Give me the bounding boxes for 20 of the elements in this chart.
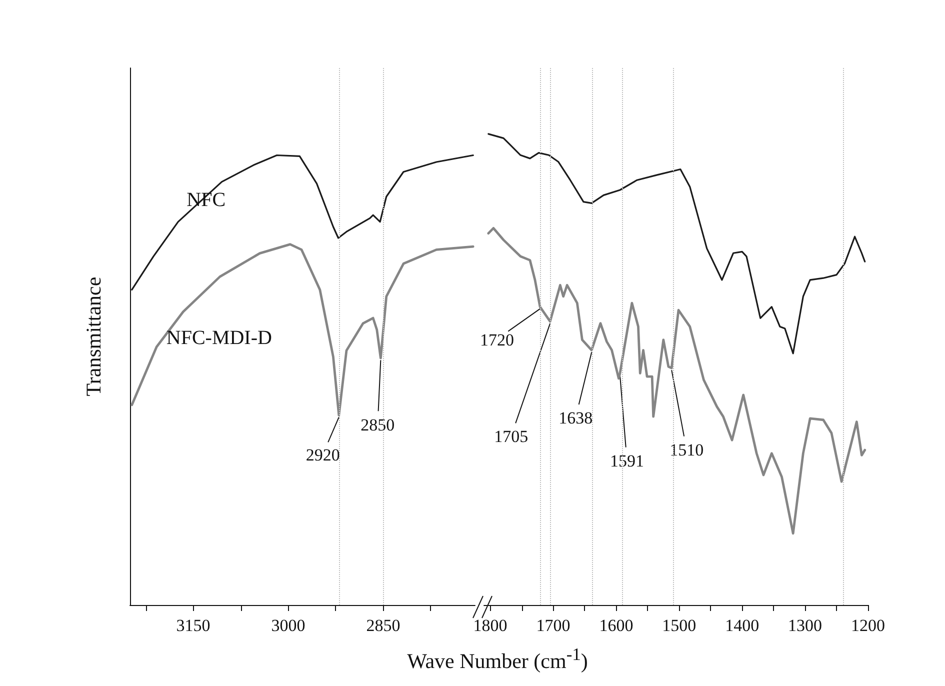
x-tick-label: 1800 — [473, 616, 508, 635]
annotation: 1510 — [670, 440, 704, 460]
series-label: NFC-MDI-D — [166, 326, 272, 349]
x-axis-title: Wave Number (cm$^{-1}$) — [406, 644, 589, 674]
annotation: 2850 — [360, 416, 395, 435]
x-tick-label: 2850 — [366, 616, 400, 635]
x-tick-label: 1400 — [725, 616, 760, 635]
x-tick-label: 1600 — [599, 616, 634, 635]
y-axis-title: Transmittance — [82, 276, 106, 396]
x-tick-label: 1700 — [536, 616, 570, 635]
annotation: 1591 — [610, 452, 644, 471]
x-tick-label: 1200 — [851, 616, 885, 635]
x-tick-label: 3000 — [271, 616, 306, 635]
annotation: 1720 — [480, 330, 514, 350]
x-tick-label: 3150 — [176, 616, 210, 635]
annotation: 2920 — [306, 446, 340, 465]
annotation: 1638 — [558, 408, 593, 428]
x-tick-label: 1300 — [788, 616, 822, 635]
annotation: 1705 — [494, 426, 528, 446]
x-tick-label: 1500 — [662, 616, 696, 635]
